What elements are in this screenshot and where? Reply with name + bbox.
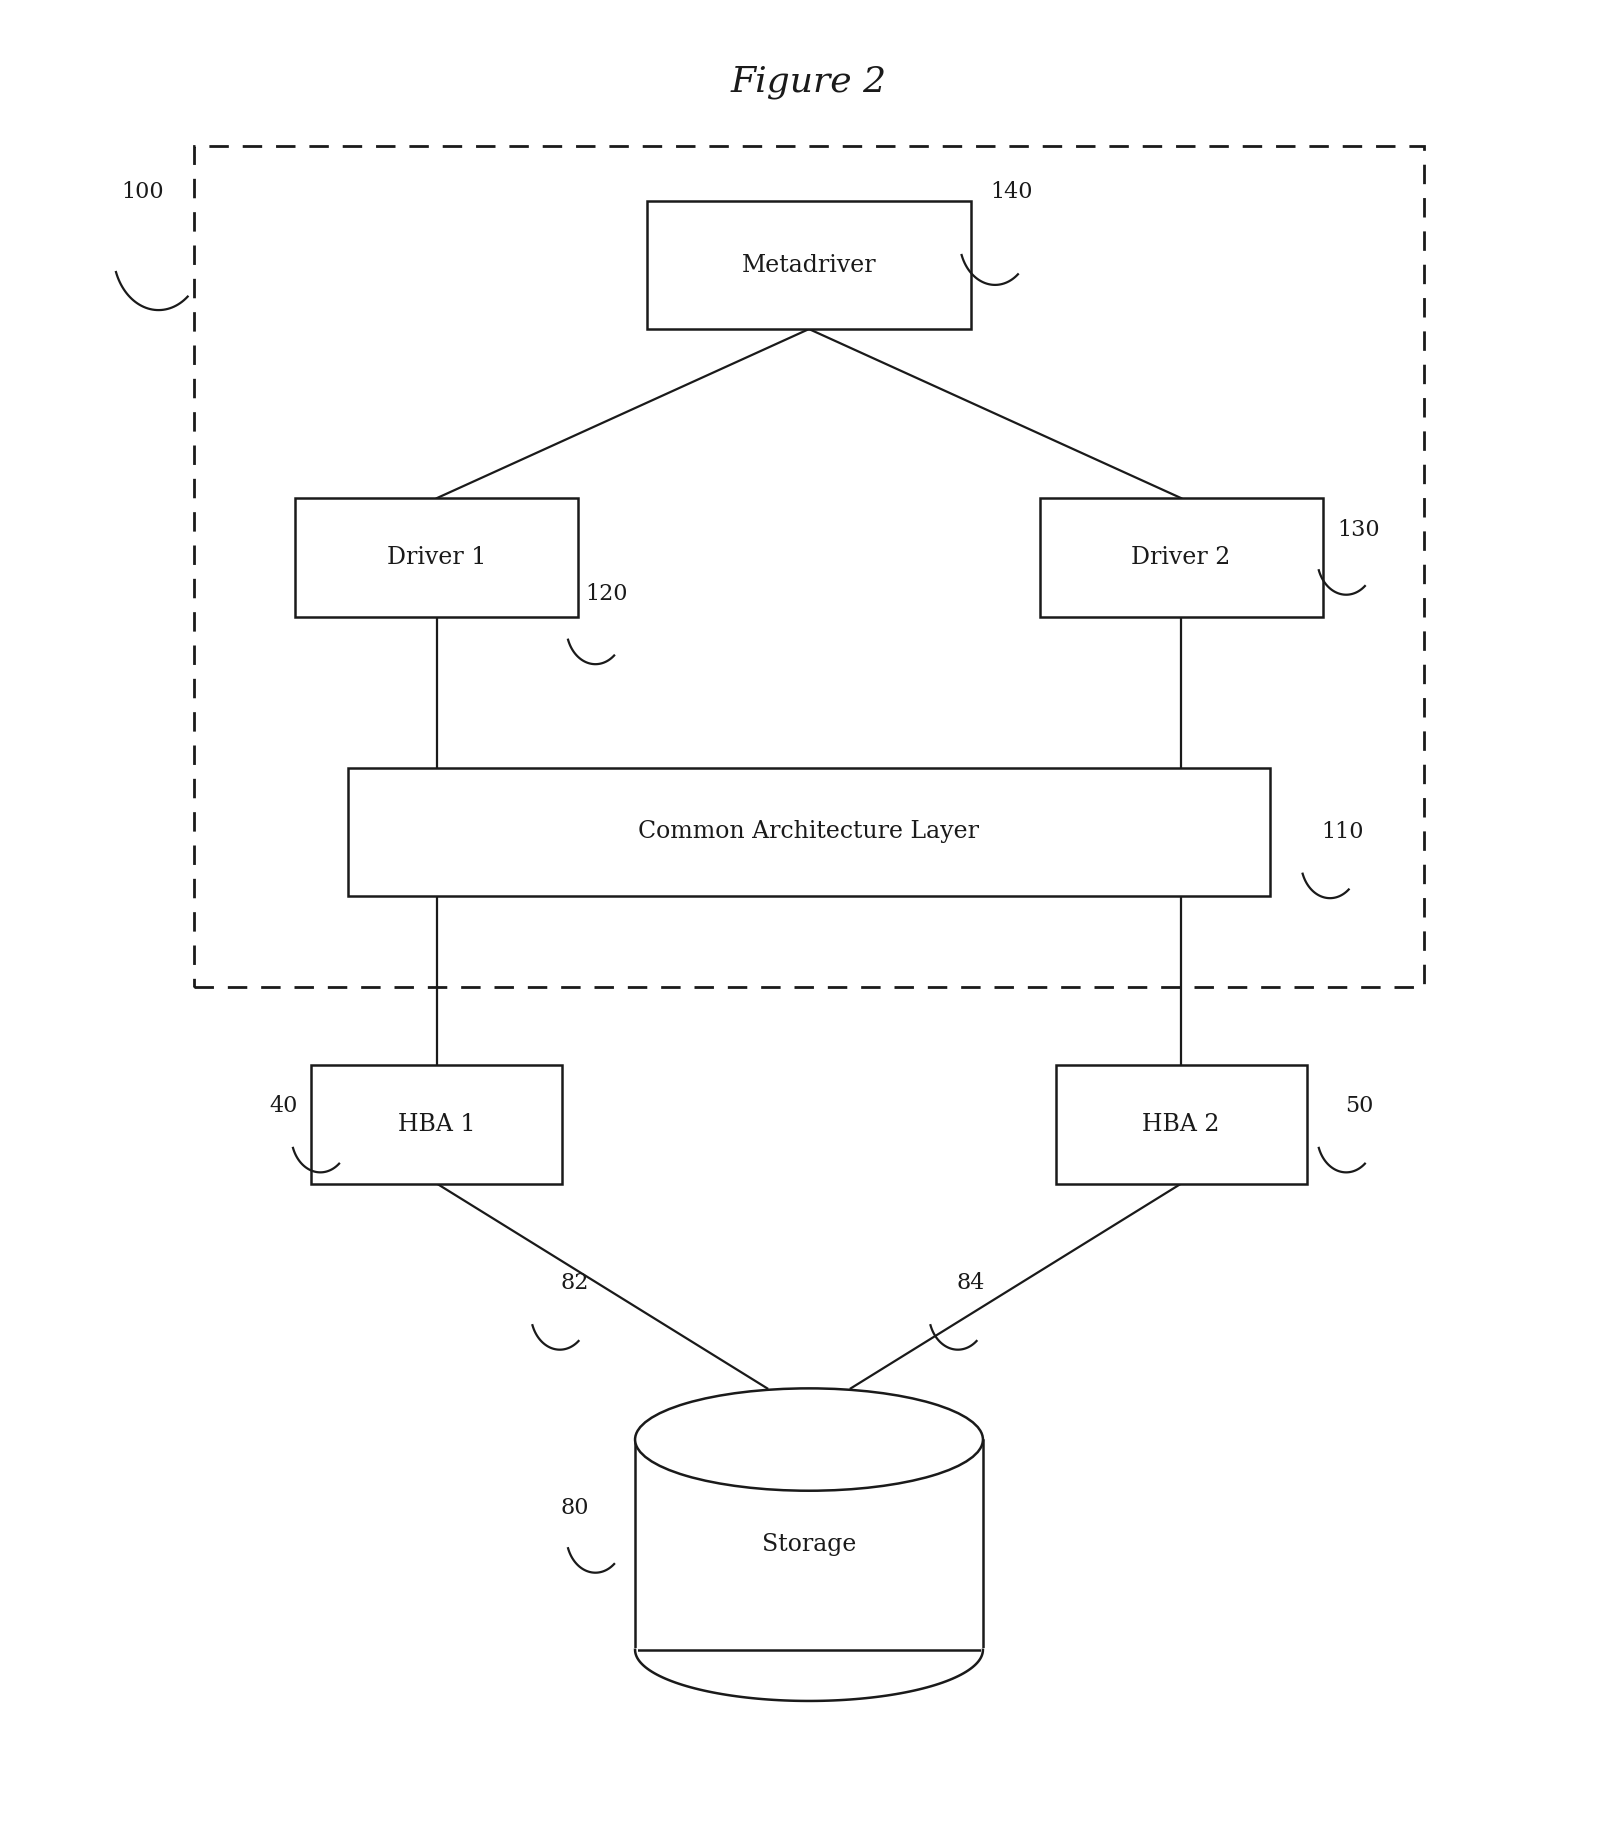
Text: Metadriver: Metadriver [741, 254, 877, 276]
Text: HBA 2: HBA 2 [1142, 1113, 1220, 1135]
Text: 120: 120 [586, 583, 628, 605]
Bar [634, 1440, 984, 1649]
Text: 110: 110 [1322, 821, 1364, 843]
Bar [311, 1064, 563, 1185]
Text: 80: 80 [560, 1497, 589, 1519]
Text: 40: 40 [269, 1095, 298, 1117]
Ellipse shape [634, 1389, 982, 1492]
Text: 130: 130 [1338, 519, 1380, 541]
Text: Driver 2: Driver 2 [1131, 547, 1231, 569]
Text: Storage: Storage [762, 1534, 856, 1556]
Text: Figure 2: Figure 2 [731, 66, 887, 99]
Text: Driver 1: Driver 1 [387, 547, 487, 569]
Bar [1039, 497, 1322, 618]
Bar [647, 201, 971, 329]
Text: HBA 1: HBA 1 [398, 1113, 476, 1135]
Text: 84: 84 [956, 1272, 985, 1294]
Bar [1055, 1064, 1306, 1185]
Text: 140: 140 [990, 181, 1032, 203]
Text: 82: 82 [560, 1272, 589, 1294]
Text: Common Architecture Layer: Common Architecture Layer [639, 821, 979, 843]
Bar [294, 497, 579, 618]
Text: 50: 50 [1345, 1095, 1374, 1117]
Bar [194, 146, 1424, 987]
Text: 100: 100 [121, 181, 163, 203]
Bar [348, 768, 1270, 896]
